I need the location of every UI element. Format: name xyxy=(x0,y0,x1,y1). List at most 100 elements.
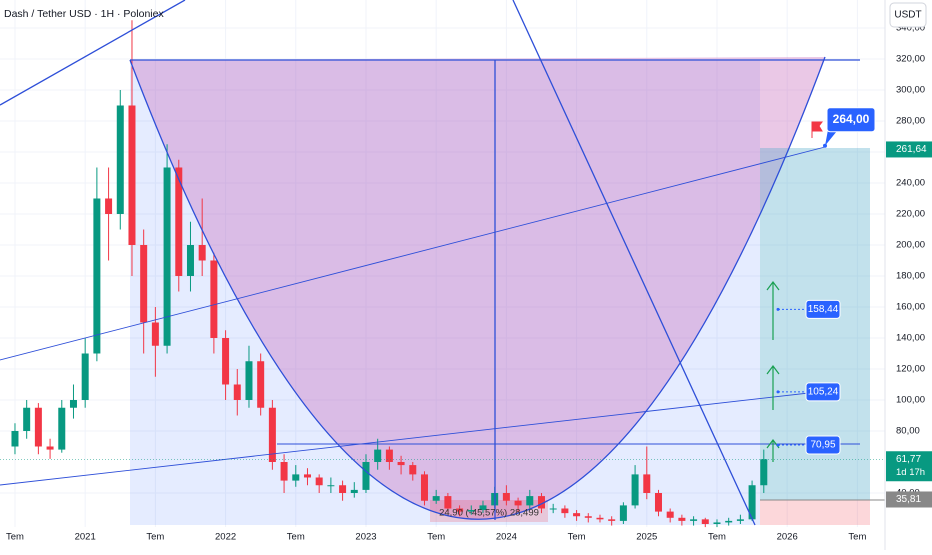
candle-body xyxy=(245,361,253,400)
candle-body xyxy=(502,492,510,501)
target-callout xyxy=(805,382,841,402)
candle-body xyxy=(128,105,136,245)
candle-body xyxy=(397,461,405,466)
candle-body xyxy=(362,461,370,490)
x-tick-label: 2024 xyxy=(496,532,517,543)
overlay: 264,00 158,44 105,24 70,95 24,90 (-45,57%) 2… xyxy=(0,107,885,519)
candle-body xyxy=(467,510,475,512)
candle-body xyxy=(526,496,534,506)
candle-body xyxy=(736,519,744,521)
target-callout xyxy=(826,107,876,133)
candle-body xyxy=(537,496,545,509)
candle-body xyxy=(34,407,42,447)
flag-icon xyxy=(811,121,823,138)
y-tick-label: 240,00 xyxy=(896,178,925,189)
candle-body xyxy=(666,511,674,518)
x-tick-label: Tem xyxy=(427,532,445,543)
candle-body xyxy=(690,519,698,521)
candle-body xyxy=(81,353,89,400)
x-tick-label: 2021 xyxy=(75,532,96,543)
cup-curve xyxy=(129,56,826,520)
candle-body xyxy=(760,459,768,486)
candle-body xyxy=(140,244,148,323)
candle-body xyxy=(573,513,581,517)
x-tick-label: Tem xyxy=(708,532,726,543)
y-tick-label: 220,00 xyxy=(896,209,925,220)
candle-body xyxy=(374,449,382,462)
candle-body xyxy=(11,430,19,447)
countdown-label: 1d 17h xyxy=(896,467,925,478)
x-tick-label: 2023 xyxy=(355,532,376,543)
candle-body xyxy=(105,198,113,214)
range-annotation: 24,90 (-45,57%) 28,499 xyxy=(439,508,539,519)
target-callout xyxy=(805,299,841,319)
target-label: 264,00 xyxy=(833,112,870,126)
candle-body xyxy=(432,496,440,501)
callout-pointer xyxy=(825,129,838,146)
candle-body xyxy=(643,474,651,493)
trend-line xyxy=(0,146,826,361)
last-price-tag xyxy=(886,451,932,482)
x-tick-label: 2026 xyxy=(777,532,798,543)
candle-body xyxy=(479,505,487,511)
candle-body xyxy=(701,519,709,524)
candle-body xyxy=(456,508,464,512)
candle-body xyxy=(198,244,206,261)
x-tick-label: Tem xyxy=(848,532,866,543)
target-point xyxy=(776,307,780,311)
stop-box xyxy=(760,500,870,525)
axis: 340,00320,00300,00280,00260,00240,00220,… xyxy=(886,23,932,508)
candle-body xyxy=(116,105,124,214)
candles xyxy=(11,20,768,528)
candle-body xyxy=(654,492,662,512)
price-tag xyxy=(886,141,932,158)
candle-body xyxy=(608,519,616,521)
candle-body xyxy=(420,474,428,501)
candle-body xyxy=(584,516,592,518)
candle-body xyxy=(46,446,54,450)
candle-body xyxy=(222,337,230,385)
x-tick-label: Tem xyxy=(287,532,305,543)
arrow xyxy=(766,281,780,340)
candle-body xyxy=(93,198,101,354)
price-tag-label: 35,81 xyxy=(896,494,921,505)
candle-body xyxy=(350,489,358,493)
y-tick-label: 160,00 xyxy=(896,302,925,313)
candle-body xyxy=(257,361,265,408)
candle-body xyxy=(292,474,300,481)
candle-body xyxy=(58,407,66,450)
y-tick-label: 200,00 xyxy=(896,240,925,251)
x-tick-label: Tem xyxy=(146,532,164,543)
candle-body xyxy=(619,505,627,521)
candle-body xyxy=(163,167,171,346)
y-tick-label: 100,00 xyxy=(896,395,925,406)
candle-body xyxy=(210,260,218,338)
arrows xyxy=(766,281,780,462)
candle-body xyxy=(561,508,569,514)
currency-button[interactable] xyxy=(889,2,927,28)
y-tick-label: 80,00 xyxy=(896,426,920,437)
candle-body xyxy=(280,461,288,481)
y-tick-label: 300,00 xyxy=(896,85,925,96)
candle-body xyxy=(175,167,183,276)
price-tag xyxy=(886,491,932,508)
trend-line xyxy=(512,0,756,526)
currency-label[interactable]: USDT xyxy=(894,10,921,21)
arrow xyxy=(766,365,780,410)
candle-body xyxy=(233,384,241,400)
x-tick-label: Tem xyxy=(6,532,24,543)
target-label: 105,24 xyxy=(808,387,839,398)
y-tick-label: 180,00 xyxy=(896,271,925,282)
price-tag-label: 261,64 xyxy=(896,144,927,155)
y-tick-label: 140,00 xyxy=(896,333,925,344)
candle-body xyxy=(151,322,159,346)
candle-body xyxy=(69,399,77,408)
candle-body xyxy=(748,485,756,520)
candle-body xyxy=(315,477,323,486)
target-point xyxy=(776,390,780,394)
x-tick-label: 2022 xyxy=(215,532,236,543)
y-tick-label: 340,00 xyxy=(896,23,925,34)
y-tick-label: 120,00 xyxy=(896,364,925,375)
candle-body xyxy=(339,485,347,493)
x-tick-label: Tem xyxy=(568,532,586,543)
